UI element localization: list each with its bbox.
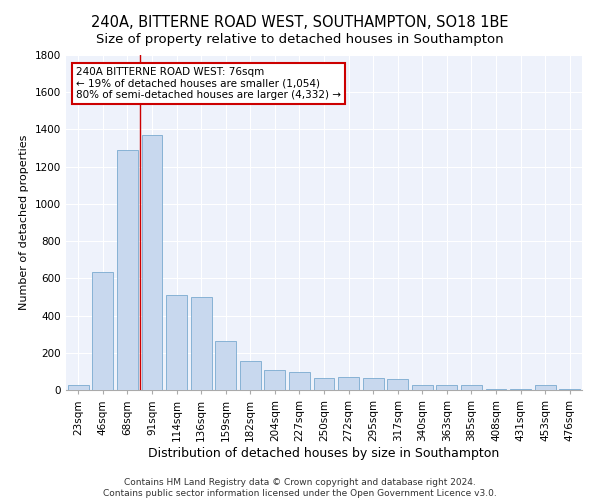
- Y-axis label: Number of detached properties: Number of detached properties: [19, 135, 29, 310]
- Bar: [215, 340, 236, 390]
- Bar: [510, 389, 531, 390]
- Bar: [68, 385, 89, 390]
- Bar: [535, 385, 556, 390]
- Bar: [436, 385, 457, 390]
- Bar: [191, 297, 212, 390]
- Bar: [142, 135, 163, 390]
- Text: 240A, BITTERNE ROAD WEST, SOUTHAMPTON, SO18 1BE: 240A, BITTERNE ROAD WEST, SOUTHAMPTON, S…: [91, 15, 509, 30]
- Bar: [166, 295, 187, 390]
- Bar: [92, 272, 113, 390]
- X-axis label: Distribution of detached houses by size in Southampton: Distribution of detached houses by size …: [148, 446, 500, 460]
- Text: Size of property relative to detached houses in Southampton: Size of property relative to detached ho…: [96, 32, 504, 46]
- Bar: [265, 370, 286, 390]
- Bar: [117, 150, 138, 390]
- Bar: [461, 385, 482, 390]
- Text: Contains HM Land Registry data © Crown copyright and database right 2024.
Contai: Contains HM Land Registry data © Crown c…: [103, 478, 497, 498]
- Bar: [559, 389, 580, 390]
- Bar: [289, 372, 310, 390]
- Bar: [485, 389, 506, 390]
- Bar: [362, 378, 383, 390]
- Bar: [412, 385, 433, 390]
- Bar: [338, 377, 359, 390]
- Bar: [240, 361, 261, 390]
- Bar: [314, 378, 334, 390]
- Text: 240A BITTERNE ROAD WEST: 76sqm
← 19% of detached houses are smaller (1,054)
80% : 240A BITTERNE ROAD WEST: 76sqm ← 19% of …: [76, 66, 341, 100]
- Bar: [387, 379, 408, 390]
